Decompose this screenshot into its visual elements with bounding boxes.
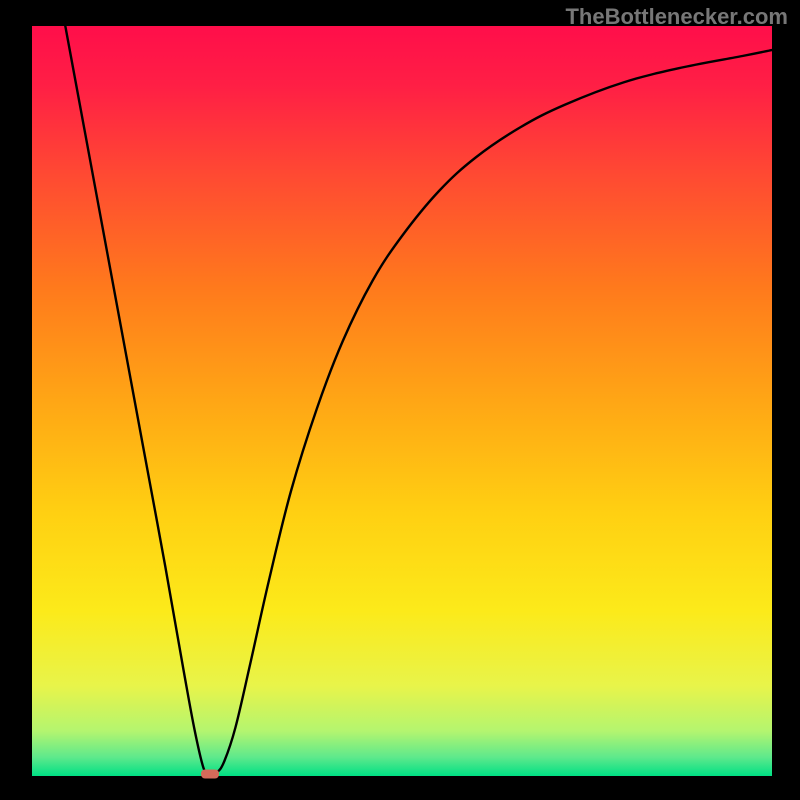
- curve-path: [65, 26, 772, 774]
- chart-container: TheBottlenecker.com: [0, 0, 800, 800]
- watermark-text: TheBottlenecker.com: [565, 4, 788, 30]
- optimal-point-marker: [201, 769, 219, 778]
- plot-area: [32, 26, 772, 776]
- bottleneck-curve: [32, 26, 772, 776]
